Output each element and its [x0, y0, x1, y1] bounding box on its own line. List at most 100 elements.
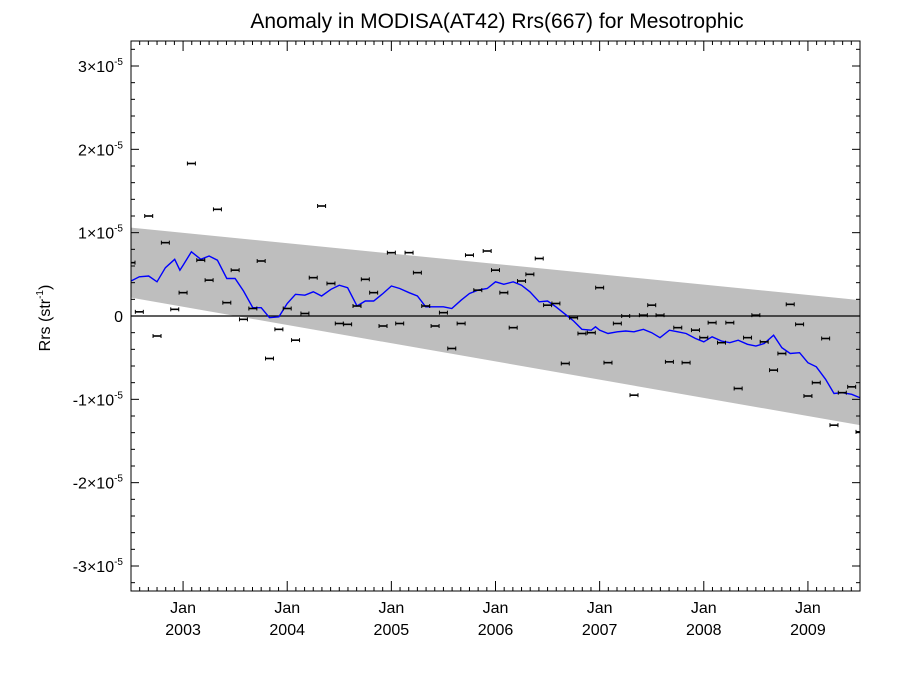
- y-tick-label: -3×10-5: [73, 557, 124, 576]
- data-point: [265, 356, 275, 361]
- data-point: [699, 335, 709, 340]
- x-tick-month: Jan: [795, 600, 821, 617]
- data-point: [733, 386, 743, 391]
- y-tick-label: 3×10-5: [78, 57, 123, 76]
- data-point: [248, 306, 258, 311]
- data-point: [369, 290, 379, 295]
- x-tick-month: Jan: [483, 600, 509, 617]
- data-point: [690, 328, 700, 333]
- data-point: [855, 429, 860, 434]
- data-point: [395, 321, 405, 326]
- data-point: [204, 278, 214, 283]
- y-tick-mantissa: -3×10: [73, 559, 114, 576]
- data-point: [664, 359, 674, 364]
- data-point: [525, 272, 535, 277]
- y-tick-exponent: -5: [114, 474, 123, 485]
- data-point: [212, 207, 222, 212]
- data-point: [491, 268, 500, 273]
- y-tick-exponent: -5: [114, 390, 123, 401]
- y-tick-exponent: -5: [114, 557, 123, 568]
- y-tick-label: 1×10-5: [78, 224, 123, 243]
- y-tick-label: 0: [114, 309, 123, 326]
- data-point: [473, 288, 483, 293]
- x-tick-year: 2003: [165, 622, 201, 639]
- data-point: [222, 300, 232, 305]
- y-tick-exponent: -5: [114, 57, 123, 68]
- data-point: [134, 309, 144, 314]
- data-point: [595, 285, 605, 290]
- y-tick-mantissa: 2×10: [78, 142, 114, 159]
- data-point: [769, 368, 779, 373]
- data-point: [238, 317, 248, 322]
- y-axis-label-close: ): [37, 285, 54, 290]
- data-point: [837, 390, 847, 395]
- data-point: [196, 258, 206, 263]
- data-points: [131, 161, 860, 434]
- data-point: [612, 321, 622, 326]
- data-point: [152, 334, 162, 338]
- x-tick-year: 2008: [686, 622, 722, 639]
- data-point: [360, 277, 370, 282]
- y-tick-label: 2×10-5: [78, 140, 123, 159]
- data-point: [647, 303, 657, 308]
- x-tick-month: Jan: [170, 600, 196, 617]
- data-point: [743, 335, 753, 340]
- data-point: [343, 322, 353, 327]
- y-axis-label-main: Rrs (str: [37, 298, 54, 351]
- data-point: [655, 313, 665, 318]
- data-point: [847, 384, 857, 389]
- x-tick-month: Jan: [691, 600, 717, 617]
- data-point: [352, 304, 362, 308]
- plot-area: 3×10-52×10-51×10-50-1×10-5-2×10-5-3×10-5…: [73, 40, 861, 639]
- data-point: [430, 324, 440, 328]
- data-point: [326, 281, 336, 286]
- data-point: [725, 320, 735, 325]
- data-point: [777, 351, 787, 356]
- y-axis-label: Rrs (str-1): [35, 285, 54, 352]
- data-point: [447, 346, 457, 351]
- y-tick-exponent: -5: [114, 140, 123, 151]
- x-tick-month: Jan: [274, 600, 300, 617]
- data-point: [821, 336, 831, 341]
- data-point: [404, 250, 414, 255]
- data-point: [707, 320, 717, 325]
- data-point: [186, 161, 196, 166]
- confidence-band: [131, 227, 860, 426]
- chart-title: Anomaly in MODISA(AT42) Rrs(667) for Mes…: [250, 10, 743, 33]
- data-point: [569, 315, 579, 320]
- data-point: [603, 360, 613, 365]
- data-point: [274, 327, 284, 332]
- data-point: [308, 275, 318, 280]
- data-point: [412, 270, 422, 275]
- y-tick-mantissa: 1×10: [78, 226, 114, 243]
- y-tick-mantissa: 3×10: [78, 59, 114, 76]
- y-tick-mantissa: -1×10: [73, 392, 114, 409]
- data-point: [131, 260, 136, 265]
- data-point: [508, 325, 518, 330]
- data-point: [560, 361, 570, 366]
- x-tick-year: 2004: [269, 622, 305, 639]
- data-point: [795, 322, 805, 327]
- data-point: [629, 393, 639, 398]
- y-tick-mantissa: -2×10: [73, 476, 114, 493]
- data-point: [300, 311, 310, 316]
- y-tick-mantissa: 0: [114, 309, 123, 326]
- data-point: [499, 290, 509, 295]
- data-point: [464, 253, 474, 258]
- data-point: [621, 314, 631, 318]
- data-point: [785, 302, 795, 307]
- data-point: [577, 331, 587, 336]
- data-point: [256, 259, 266, 263]
- data-point: [716, 340, 726, 345]
- data-point: [160, 240, 170, 245]
- x-tick-year: 2006: [478, 622, 514, 639]
- data-point: [282, 306, 292, 311]
- data-point: [438, 310, 448, 315]
- data-point: [517, 279, 527, 283]
- y-tick-exponent: -5: [114, 224, 123, 235]
- y-tick-label: -1×10-5: [73, 390, 124, 409]
- data-point: [144, 214, 154, 218]
- data-point: [456, 321, 466, 326]
- data-point: [829, 423, 839, 428]
